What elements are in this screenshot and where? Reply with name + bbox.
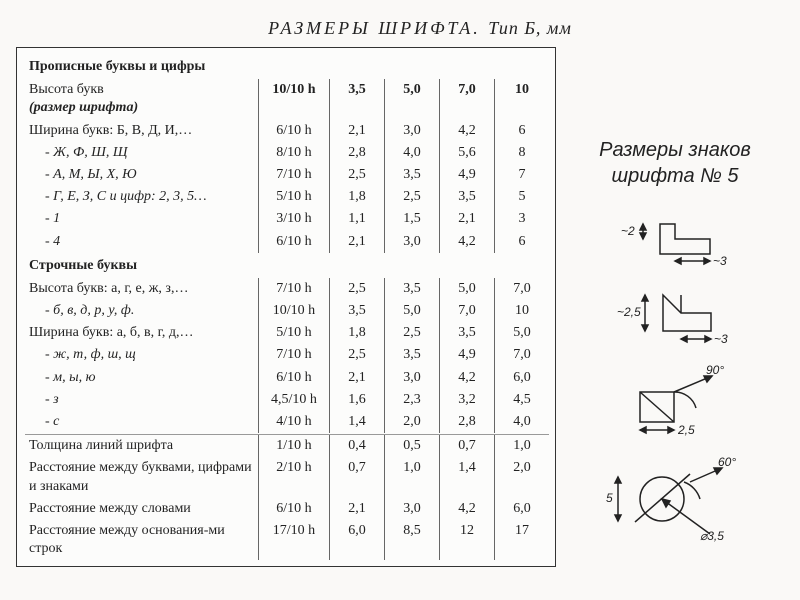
diagram-1: ~2 ~3 [615,209,735,269]
title-sub: Тип Б, мм [488,18,572,38]
svg-text:2,5: 2,5 [677,423,695,437]
page-title: РАЗМЕРЫ ШРИФТА. Тип Б, мм [16,18,784,39]
table-row: Расстояние между словами [25,498,259,520]
svg-text:~2: ~2 [621,224,635,238]
table-row: Высота букв: а, г, е, ж, з,… [25,278,259,300]
page: РАЗМЕРЫ ШРИФТА. Тип Б, мм Прописные букв… [0,0,800,600]
header-c3: 7,0 [440,79,495,119]
table-row: - 4 [25,231,259,253]
header-c4: 10 [495,79,550,119]
diagram-3: 90° 2,5 [610,362,740,440]
table-row: - м, ы, ю [25,367,259,389]
diagram-2: ~2,5 ~3 [615,283,735,348]
table-row: Расстояние между буквами, цифрами и знак… [25,457,259,497]
table-row: - б, в, д, р, у, ф. [25,300,259,322]
svg-text:~2,5: ~2,5 [617,305,641,319]
svg-text:90°: 90° [706,363,724,377]
svg-text:⌀3,5: ⌀3,5 [700,529,724,543]
table-row: Толщина линий шрифта [25,435,259,458]
header-c2: 5,0 [385,79,440,119]
table-row: - с [25,411,259,433]
title-main: РАЗМЕРЫ ШРИФТА. [268,18,481,38]
header-ratio: 10/10 h [259,79,330,119]
svg-text:~3: ~3 [713,254,727,268]
diagram-4: 5 60° ⌀3,5 [600,454,750,544]
table-row: - з [25,389,259,411]
sidebar: Размеры знаков шрифта № 5 ~2 ~3 [570,47,780,567]
table-frame: Прописные буквы и цифры Высота букв (раз… [16,47,556,567]
header-c1: 3,5 [330,79,385,119]
sidebar-title: Размеры знаков шрифта № 5 [599,137,751,189]
svg-text:~3: ~3 [714,332,728,346]
table-row: Расстояние между основания-ми строк [25,520,259,560]
table-row: - Ж, Ф, Ш, Щ [25,142,259,164]
svg-text:60°: 60° [718,455,736,469]
main-layout: Прописные буквы и цифры Высота букв (раз… [16,47,784,567]
font-table: Прописные буквы и цифры Высота букв (раз… [25,54,549,560]
table-row: Ширина букв: а, б, в, г, д,… [25,322,259,344]
table-row: - ж, т, ф, ш, щ [25,344,259,366]
section-caps: Прописные буквы и цифры [25,54,549,79]
row-height-label: Высота букв (размер шрифта) [25,79,259,119]
table-row: - А, М, Ы, Х, Ю [25,164,259,186]
table-row: - Г, Е, З, С и цифр: 2, 3, 5… [25,186,259,208]
table-row: - 1 [25,208,259,230]
svg-text:5: 5 [606,491,613,505]
table-row: Ширина букв: Б, В, Д, И,… [25,120,259,142]
section-lower: Строчные буквы [25,253,549,278]
